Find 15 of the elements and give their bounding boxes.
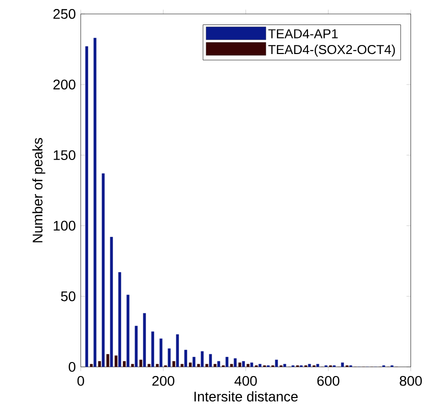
- legend-label: TEAD4-(SOX2-OCT4): [268, 44, 395, 57]
- x-axis-title: Intersite distance: [194, 391, 298, 402]
- y-tick-label: 50: [61, 291, 76, 302]
- x-tick-label: 600: [317, 376, 340, 386]
- y-tick-label: 100: [54, 220, 76, 231]
- x-tick-label: 0: [77, 376, 84, 386]
- y-axis-title: Number of peaks: [32, 138, 46, 242]
- x-tick-label: 200: [152, 376, 174, 386]
- x-tick-label: 400: [234, 376, 257, 386]
- y-tick-label: 250: [53, 9, 76, 20]
- x-tick-label: 800: [400, 376, 422, 386]
- y-tick-label: 200: [53, 80, 76, 90]
- y-tick-label: 0: [68, 362, 76, 372]
- legend-label: TEAD4-AP1: [268, 29, 338, 38]
- y-tick-label: 150: [54, 150, 76, 160]
